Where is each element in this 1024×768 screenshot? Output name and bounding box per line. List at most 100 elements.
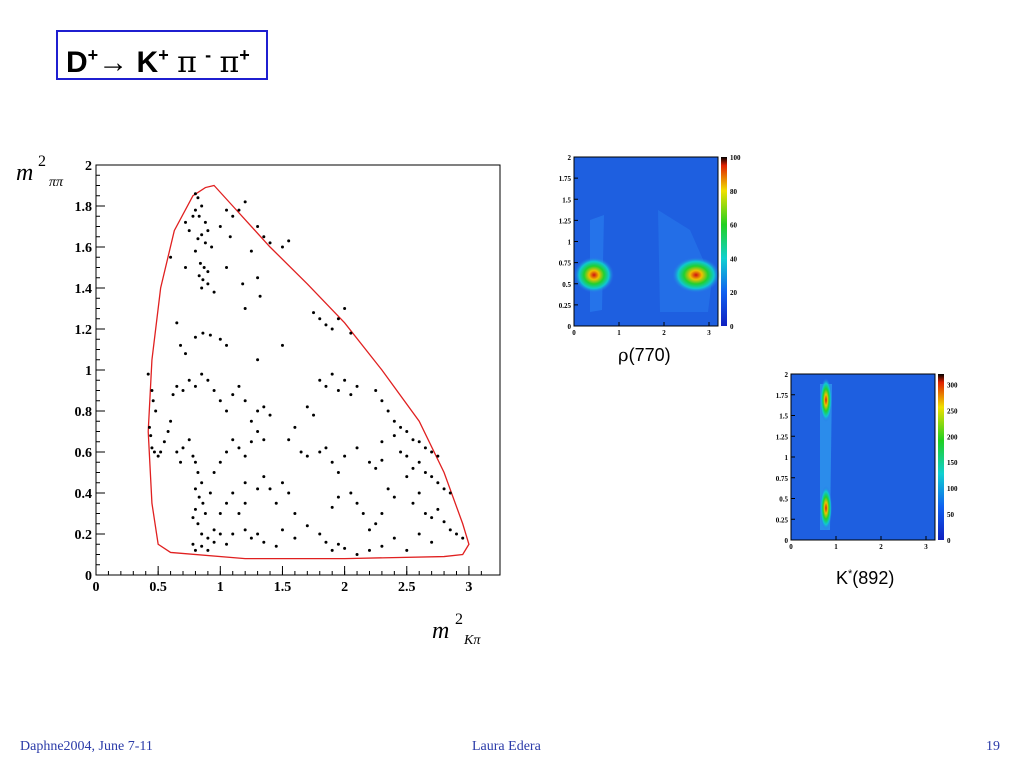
scatter-point xyxy=(198,261,202,265)
scatter-point xyxy=(193,548,197,552)
scatter-point xyxy=(256,276,260,280)
title-pi2: π xyxy=(219,45,240,80)
title-pi1: π xyxy=(177,45,197,80)
scatter-point xyxy=(280,528,284,532)
rho-caption-text: (770) xyxy=(628,345,671,365)
scatter-point xyxy=(423,446,427,450)
slide-title: D+→ K+ π - π+ xyxy=(56,30,268,80)
scatter-point xyxy=(200,544,204,548)
heatmap-x-tick-label: 3 xyxy=(924,543,928,551)
scatter-point xyxy=(193,384,197,388)
y-tick-label: 0.4 xyxy=(75,487,93,502)
x-label-base: m xyxy=(432,618,449,644)
scatter-point xyxy=(430,450,434,454)
scatter-point xyxy=(196,196,200,200)
scatter-point xyxy=(417,460,421,464)
kstar-colorbar xyxy=(938,374,944,540)
scatter-point xyxy=(149,434,153,438)
y-tick-label: 0.8 xyxy=(75,405,93,420)
scatter-point xyxy=(262,235,266,239)
heatmap-y-tick-label: 1 xyxy=(785,454,789,462)
scatter-point xyxy=(305,454,309,458)
rho-hotspot-right xyxy=(672,257,720,293)
scatter-point xyxy=(256,358,260,362)
heatmap-x-tick-label: 1 xyxy=(834,543,838,551)
scatter-point xyxy=(197,214,201,218)
scatter-point xyxy=(200,204,204,208)
scatter-point xyxy=(299,450,303,454)
footer-conference: Daphne2004, June 7-11 xyxy=(20,739,153,754)
scatter-point xyxy=(181,446,185,450)
colorbar-tick-label: 250 xyxy=(947,407,958,415)
kstar-hotspot-bottom xyxy=(820,486,832,530)
title-d: D xyxy=(66,46,88,79)
scatter-point xyxy=(417,532,421,536)
x-tick-label: 1 xyxy=(217,580,224,595)
kinematic-boundary xyxy=(147,184,470,560)
x-axis-label: m 2 Kπ xyxy=(432,611,481,648)
scatter-point xyxy=(405,548,409,552)
heatmap-x-tick-label: 2 xyxy=(879,543,883,551)
title-k: K xyxy=(136,46,159,79)
scatter-point xyxy=(355,501,359,505)
scatter-point xyxy=(218,532,222,536)
scatter-point xyxy=(162,440,166,444)
scatter-point xyxy=(417,440,421,444)
scatter-point xyxy=(268,241,272,245)
title-pi2-charge: + xyxy=(239,45,250,65)
title-pi1-charge: - xyxy=(205,45,212,65)
scatter-point xyxy=(193,208,197,212)
scatter-point xyxy=(336,542,340,546)
dalitz-frame xyxy=(95,164,501,576)
scatter-point xyxy=(193,335,197,339)
colorbar-tick-label: 50 xyxy=(947,511,955,519)
scatter-point xyxy=(243,307,247,310)
y-tick-label: 1.8 xyxy=(75,200,93,215)
scatter-point xyxy=(154,409,158,413)
scatter-point xyxy=(175,384,179,388)
y-tick-label: 1 xyxy=(85,364,92,379)
scatter-point xyxy=(249,249,253,253)
colorbar-tick-label: 200 xyxy=(947,433,958,441)
scatter-point xyxy=(411,438,415,442)
scatter-point xyxy=(225,450,229,454)
heatmap-y-tick-label: 1.25 xyxy=(776,433,789,441)
y-label-base: m xyxy=(16,160,33,186)
scatter-point xyxy=(336,317,340,321)
scatter-point xyxy=(324,540,328,544)
scatter-point xyxy=(225,409,229,413)
scatter-point xyxy=(411,466,415,470)
dalitz-plot: 0 0.5 1 1.5 2 2.5 3 0 0.2 0.4 0.6 0.8 1 1.2 1.4 1.6 1.8 2 xyxy=(75,159,501,595)
scatter-point xyxy=(256,487,260,491)
x-tick-label: 3 xyxy=(465,580,472,595)
y-tick-label: 1.6 xyxy=(75,241,93,256)
heatmap-y-tick-label: 0.5 xyxy=(779,496,788,504)
scatter-point xyxy=(367,460,371,464)
scatter-point xyxy=(159,450,163,454)
scatter-point xyxy=(367,528,371,532)
footer-author: Laura Edera xyxy=(472,739,541,754)
scatter-point xyxy=(231,393,235,397)
scatter-point xyxy=(147,425,151,429)
scatter-point xyxy=(386,409,390,413)
scatter-point xyxy=(330,460,334,464)
y-label-sub: ππ xyxy=(49,175,64,190)
scatter-point xyxy=(193,460,197,464)
scatter-point xyxy=(399,425,403,429)
x-tick-label: 2 xyxy=(341,580,348,595)
scatter-point xyxy=(212,471,216,474)
scatter-point xyxy=(392,434,396,438)
scatter-point xyxy=(197,274,201,278)
scatter-point xyxy=(287,438,291,442)
scatter-point xyxy=(196,522,200,526)
scatter-point xyxy=(206,229,210,233)
y-tick-label: 1.4 xyxy=(75,282,93,297)
scatter-point xyxy=(293,512,297,515)
heatmap-y-tick-label: 2 xyxy=(568,154,572,162)
heatmap-x-tick-label: 0 xyxy=(789,543,793,551)
scatter-point xyxy=(280,343,284,347)
scatter-point xyxy=(436,481,440,485)
scatter-point xyxy=(262,405,266,409)
rho-hotspot-left xyxy=(574,257,614,293)
scatter-point xyxy=(225,266,229,269)
